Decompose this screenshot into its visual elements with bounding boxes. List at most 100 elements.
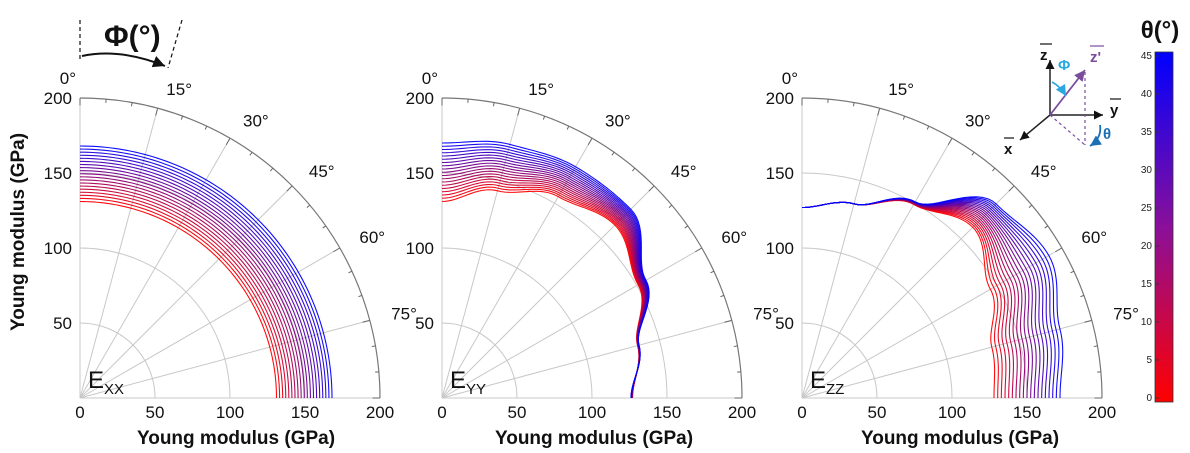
angle-tick-mark	[362, 319, 370, 323]
angle-tick-mark	[877, 108, 881, 116]
y-tick-label: 100	[406, 239, 434, 258]
angle-label: 60°	[359, 228, 385, 247]
angle-label: 15°	[166, 80, 192, 99]
angle-tick-mark	[322, 225, 327, 229]
angle-tick-mark	[204, 125, 208, 130]
angle-tick-mark	[668, 204, 673, 208]
angle-label: 60°	[721, 228, 747, 247]
grid-spoke-45	[79, 185, 293, 399]
angle-tick-mark	[724, 319, 732, 323]
inset-theta-arrow-icon	[1089, 124, 1102, 147]
curve-theta-45	[801, 196, 1064, 399]
x-axis-label-3: Young modulus (GPa)	[861, 428, 1059, 449]
grid-spoke-60	[801, 247, 1063, 399]
angle-tick-mark	[130, 102, 133, 107]
inset-theta-label: θ	[1103, 126, 1111, 143]
angle-tick-mark	[155, 108, 159, 116]
angle-tick-mark	[566, 125, 570, 130]
x-tick-label: 50	[146, 403, 165, 422]
curve-theta-17.5	[79, 179, 299, 399]
axes-orientation-inset: z z' y x Φ θ	[1004, 43, 1121, 158]
curve-theta-37.5	[79, 154, 324, 399]
curve-theta-30	[79, 163, 315, 399]
colorbar-tick-label: 0	[1146, 393, 1152, 404]
grid-spoke-15	[79, 108, 159, 399]
inset-x-label: x	[1004, 141, 1013, 158]
angle-tick-mark	[710, 270, 715, 274]
inset-x-axis	[1019, 114, 1051, 141]
angle-label: 0°	[782, 69, 798, 88]
curve-theta-35	[801, 198, 1049, 399]
x-tick-label: 150	[653, 403, 681, 422]
x-tick-label: 200	[1088, 403, 1116, 422]
curve-theta-15	[79, 182, 296, 399]
angle-tick-mark	[542, 115, 546, 120]
phi-arrow-icon	[81, 52, 166, 68]
inset-zprime-label: z'	[1090, 49, 1101, 66]
angle-tick-mark	[371, 345, 376, 348]
colorbar-tick-label: 30	[1141, 165, 1153, 176]
phi-title: Φ(°)	[104, 20, 161, 53]
angle-tick-mark	[348, 270, 353, 274]
angle-tick-mark	[720, 294, 725, 298]
angle-tick-mark	[1084, 319, 1092, 323]
x-axis-label-2: Young modulus (GPa)	[495, 428, 693, 449]
curve-theta-10	[801, 199, 1011, 399]
angle-tick-mark	[695, 247, 703, 253]
y-tick-label: 200	[44, 89, 72, 108]
colorbar-tick-label: 40	[1141, 89, 1153, 100]
phi-ref-tilted	[167, 19, 183, 69]
inset-projection-diagonal	[1049, 114, 1086, 146]
x-tick-label: 50	[868, 403, 887, 422]
x-axis-label-1: Young modulus (GPa)	[137, 428, 335, 449]
angle-tick-mark	[926, 125, 930, 130]
angle-label: 30°	[243, 112, 269, 131]
curve-theta-40	[79, 151, 327, 399]
curve-theta-45	[441, 140, 650, 399]
angle-tick-mark	[225, 137, 231, 145]
angle-tick-mark	[992, 167, 996, 172]
curve-theta-32.5	[79, 160, 318, 399]
curve-theta-25	[79, 170, 308, 399]
curve-theta-30	[441, 157, 648, 399]
curve-theta-35	[79, 157, 321, 399]
y-tick-label: 200	[406, 89, 434, 108]
inset-phi-arrow-icon	[1051, 81, 1067, 97]
y-tick-label: 50	[415, 314, 434, 333]
panel-title-subscript: XX	[104, 381, 124, 398]
y-tick-label: 150	[44, 164, 72, 183]
angle-tick-mark	[587, 137, 593, 145]
curve-theta-7.5	[441, 181, 644, 399]
angle-tick-mark	[1028, 204, 1033, 208]
angle-tick-mark	[684, 225, 689, 229]
angle-tick-mark	[286, 185, 293, 192]
inset-z-label: z	[1040, 47, 1048, 64]
inset-z-prime-axis	[1049, 69, 1086, 116]
angle-tick-mark	[517, 108, 521, 116]
angle-label: 75°	[753, 305, 779, 324]
panel-title-subscript: ZZ	[826, 381, 844, 398]
angle-label: 75°	[1113, 305, 1139, 324]
curve-theta-27.5	[441, 159, 647, 399]
curve-theta-15	[801, 199, 1018, 399]
angle-tick-mark	[1055, 247, 1063, 253]
curve-theta-7.5	[79, 191, 287, 399]
angle-label: 45°	[309, 162, 335, 181]
colorbar-tick-label: 45	[1141, 51, 1153, 62]
curve-theta-27.5	[79, 167, 311, 399]
x-tick-label: 0	[797, 403, 806, 422]
y-tick-label: 150	[766, 164, 794, 183]
colorbar-tick-label: 35	[1141, 127, 1153, 138]
grid-spoke-15	[441, 108, 521, 399]
x-tick-label: 150	[291, 403, 319, 422]
angle-tick-mark	[1044, 225, 1049, 229]
grid-spoke-60	[441, 247, 703, 399]
y-tick-label: 200	[766, 89, 794, 108]
angle-label: 30°	[965, 112, 991, 131]
angle-tick-mark	[180, 115, 184, 120]
colorbar-gradient	[1154, 51, 1174, 403]
angle-tick-mark	[1070, 270, 1075, 274]
angle-tick-mark	[947, 137, 953, 145]
angle-tick-mark	[249, 151, 253, 156]
